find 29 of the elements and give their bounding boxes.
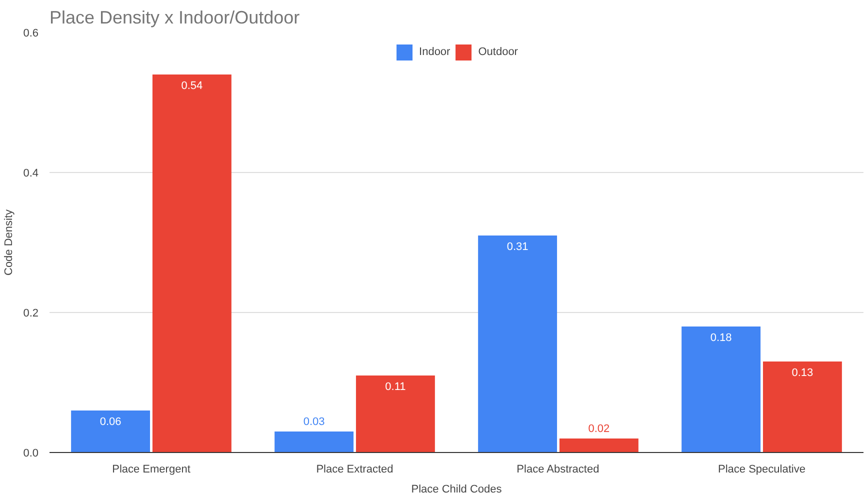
- legend-label: Outdoor: [478, 46, 518, 58]
- bar: [152, 74, 232, 452]
- x-tick-label: Place Emergent: [112, 464, 190, 476]
- x-axis-title: Place Child Codes: [411, 484, 502, 496]
- y-tick-label: 0.0: [23, 448, 39, 460]
- y-tick-label: 0.6: [23, 28, 39, 40]
- data-label: 0.31: [506, 240, 528, 253]
- bar: [478, 236, 558, 452]
- bar: [356, 376, 435, 452]
- chart-title: Place Density x Indoor/Outdoor: [50, 8, 300, 28]
- data-label: 0.06: [100, 416, 122, 428]
- bar: [274, 432, 354, 452]
- x-tick-label: Place Speculative: [718, 464, 806, 476]
- y-tick-label: 0.2: [23, 308, 39, 320]
- data-label: 0.02: [588, 423, 610, 436]
- y-axis-title: Code Density: [3, 208, 16, 276]
- bar: [559, 438, 638, 452]
- x-tick-label: Place Extracted: [316, 464, 394, 476]
- data-label: 0.13: [792, 366, 814, 379]
- legend-label: Indoor: [419, 46, 450, 58]
- data-label: 0.03: [303, 416, 325, 428]
- data-label: 0.11: [385, 380, 406, 393]
- x-tick-label: Place Abstracted: [516, 464, 600, 476]
- bar: [71, 410, 150, 452]
- bar: [682, 326, 761, 452]
- data-label: 0.18: [710, 332, 732, 344]
- data-label: 0.54: [181, 80, 203, 92]
- bar: [762, 362, 842, 452]
- y-tick-label: 0.4: [23, 168, 39, 180]
